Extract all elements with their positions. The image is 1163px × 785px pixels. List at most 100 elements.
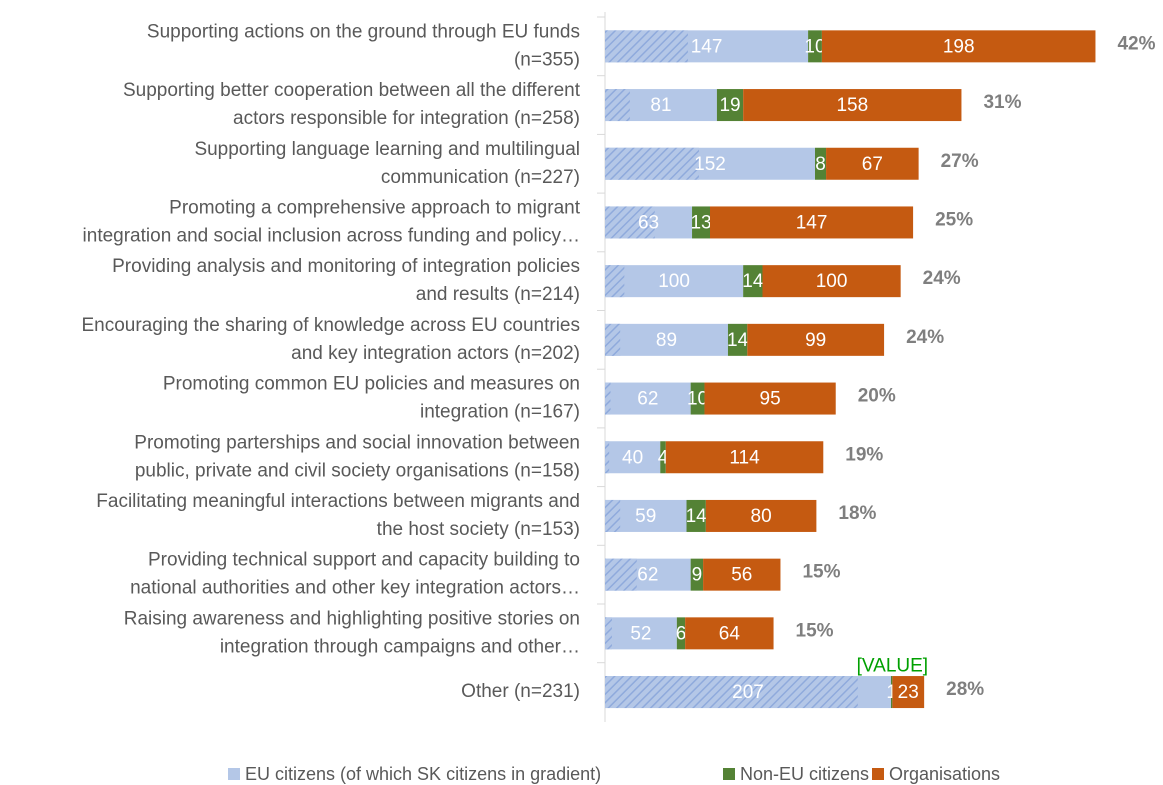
bar-segment — [821, 30, 1096, 63]
bar-segment — [605, 617, 677, 650]
legend-swatch — [872, 768, 884, 780]
bar-segment — [815, 147, 827, 180]
annotation: [VALUE] — [857, 656, 928, 677]
percentage-label: 24% — [906, 327, 944, 348]
bar-segment — [892, 676, 925, 709]
category-label-line: Providing analysis and monitoring of int… — [112, 256, 580, 277]
category-label-line: Supporting better cooperation between al… — [123, 80, 581, 101]
category-label-line: and key integration actors (n=202) — [291, 343, 580, 364]
segment-label: 158 — [836, 95, 868, 116]
category-label-line: Raising awareness and highlighting posit… — [124, 608, 580, 629]
segment-label: 9 — [692, 565, 703, 586]
percentage-label: 25% — [935, 209, 973, 230]
category-label: Other (n=231) — [461, 681, 580, 702]
segment-label: 40 — [622, 447, 643, 468]
bar-segment — [826, 147, 919, 180]
percentage-label: 28% — [946, 679, 984, 700]
bar-segment — [710, 206, 914, 239]
segment-label: 67 — [862, 154, 883, 175]
segment-label: 13 — [690, 212, 711, 233]
segment-label: 147 — [691, 36, 723, 57]
category-label: Supporting language learning and multili… — [194, 139, 580, 188]
category-label-line: and results (n=214) — [416, 284, 580, 305]
segment-label: 152 — [694, 154, 726, 175]
segment-label: 89 — [656, 330, 677, 351]
segment-label: 207 — [732, 682, 764, 703]
category-label-line: (n=355) — [514, 49, 580, 70]
legend-label: Organisations — [889, 764, 1000, 784]
segment-label: 52 — [630, 623, 651, 644]
bar-segment — [605, 441, 661, 474]
bar-segment — [690, 558, 704, 591]
bar-segment — [605, 265, 744, 298]
category-label-line: public, private and civil society organi… — [135, 460, 580, 481]
category-label-line: Promoting a comprehensive approach to mi… — [169, 197, 581, 218]
category-label-line: Other (n=231) — [461, 681, 580, 702]
segment-label: 100 — [658, 271, 690, 292]
segment-label: 147 — [796, 212, 828, 233]
segment-label: 14 — [686, 506, 708, 527]
segment-label: 8 — [815, 154, 826, 175]
bar-gradient-part — [605, 323, 621, 356]
percentage-label: 20% — [858, 386, 896, 407]
category-label-line: Promoting common EU policies and measure… — [163, 374, 580, 395]
category-label-line: Supporting actions on the ground through… — [147, 21, 580, 42]
bar-gradient-part — [605, 617, 612, 650]
category-label: Providing analysis and monitoring of int… — [112, 256, 580, 305]
segment-label: 114 — [729, 447, 760, 468]
category-label: Providing technical support and capacity… — [130, 550, 580, 599]
bar-segment — [665, 441, 824, 474]
segment-label: 19 — [719, 95, 740, 116]
bar-gradient-part — [605, 147, 699, 180]
bar-segment — [743, 89, 962, 122]
percentage-label: 27% — [941, 151, 979, 172]
percentage-label: 15% — [796, 620, 834, 641]
category-label-line: the host society (n=153) — [377, 519, 580, 540]
bar-gradient-part — [605, 30, 688, 63]
bar-segment — [743, 265, 763, 298]
bar-gradient-part — [605, 676, 858, 709]
category-label: Promoting a comprehensive approach to mi… — [83, 197, 581, 246]
bar-segment — [692, 206, 710, 239]
segment-label: 14 — [742, 271, 764, 292]
segment-label: 10 — [687, 389, 708, 410]
segment-label: 14 — [727, 330, 749, 351]
segment-label: 81 — [650, 95, 671, 116]
bar-segment — [605, 323, 728, 356]
bar-segment — [727, 323, 748, 356]
segment-label: 99 — [805, 330, 826, 351]
segment-label: 198 — [943, 36, 975, 57]
category-label-line: Encouraging the sharing of knowledge acr… — [81, 315, 580, 336]
category-label: Promoting common EU policies and measure… — [163, 374, 580, 423]
category-label-line: Supporting language learning and multili… — [194, 139, 580, 160]
category-label-line: actors responsible for integration (n=25… — [233, 108, 580, 129]
segment-label: 56 — [731, 565, 752, 586]
category-label: Raising awareness and highlighting posit… — [124, 608, 580, 657]
bar-gradient-part — [605, 441, 610, 474]
segment-label: 100 — [816, 271, 848, 292]
bar-segment — [660, 441, 666, 474]
segment-label: 95 — [760, 389, 781, 410]
segment-label: 63 — [638, 212, 659, 233]
bar-segment — [685, 617, 774, 650]
bar-segment — [676, 617, 686, 650]
legend-swatch — [723, 768, 735, 780]
legend-swatch — [228, 768, 240, 780]
segment-label: 64 — [719, 623, 741, 644]
category-label-line: communication (n=227) — [381, 167, 580, 188]
category-label-line: integration (n=167) — [420, 402, 580, 423]
category-label-line: Providing technical support and capacity… — [148, 550, 580, 571]
percentage-label: 24% — [923, 268, 961, 289]
percentage-label: 19% — [845, 444, 883, 465]
bar-segment — [605, 382, 691, 415]
bar-segment — [808, 30, 822, 63]
category-label-line: Facilitating meaningful interactions bet… — [96, 491, 580, 512]
segment-label: 1 — [886, 682, 897, 703]
segment-label: 23 — [898, 682, 919, 703]
bar-gradient-part — [605, 89, 630, 122]
bar-gradient-part — [605, 265, 625, 298]
segment-label: 62 — [637, 565, 658, 586]
bar-segment — [890, 676, 893, 709]
category-label-line: national authorities and other key integ… — [130, 578, 580, 599]
